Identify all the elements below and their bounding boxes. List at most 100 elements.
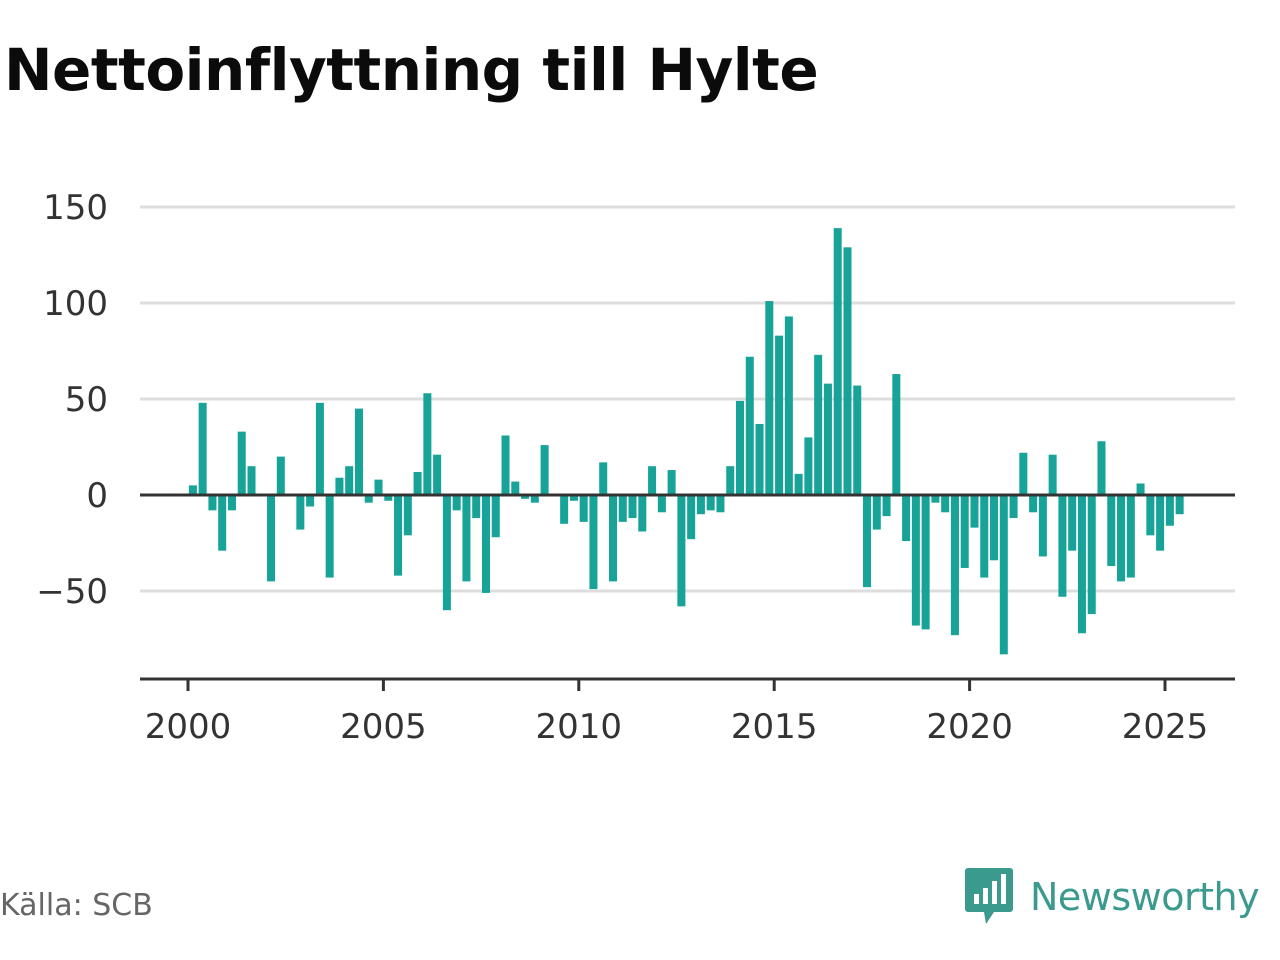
- bar: [403, 495, 412, 536]
- bar: [218, 495, 227, 551]
- bar: [794, 473, 803, 495]
- bar: [354, 408, 363, 495]
- bar: [1058, 495, 1067, 597]
- bar: [1009, 495, 1018, 519]
- y-tick-label: 150: [43, 188, 108, 228]
- bar: [687, 495, 696, 540]
- bar: [999, 495, 1008, 655]
- bar: [911, 495, 920, 626]
- bar: [462, 495, 471, 582]
- bar: [423, 393, 432, 495]
- bar: [1038, 495, 1047, 557]
- bar: [1068, 495, 1077, 551]
- bar: [755, 423, 764, 495]
- bar: [1136, 483, 1145, 495]
- bar-chart: 150 100 50 0 −50 2000 2005 2010 2015 2020 2025: [36, 188, 1235, 747]
- bar: [628, 495, 637, 519]
- bar: [775, 335, 784, 495]
- bar: [481, 495, 490, 593]
- y-tick-label: 50: [65, 380, 108, 420]
- bar: [267, 495, 276, 582]
- bar: [765, 301, 774, 495]
- bar: [345, 466, 354, 495]
- bar: [716, 495, 725, 513]
- bar: [530, 495, 539, 503]
- bar: [491, 495, 500, 538]
- bar: [1097, 441, 1106, 495]
- y-tick-label: 100: [43, 284, 108, 324]
- bar: [1107, 495, 1116, 567]
- bar: [276, 456, 285, 495]
- bar: [306, 495, 315, 507]
- bar: [843, 247, 852, 495]
- chart-title: Nettoinflyttning till Hylte: [4, 36, 819, 104]
- bar: [726, 466, 735, 495]
- x-tick-label: 2020: [926, 707, 1013, 747]
- brand-logo[interactable]: Newsworthy: [964, 866, 1260, 928]
- bar: [384, 495, 393, 501]
- bar: [1156, 495, 1165, 551]
- axes: [140, 493, 1235, 691]
- bar: [1087, 495, 1096, 615]
- brand-name: Newsworthy: [1030, 875, 1260, 919]
- bar: [374, 479, 383, 495]
- bar: [931, 495, 940, 503]
- bar: [608, 495, 618, 582]
- bar: [941, 495, 950, 513]
- bar: [413, 471, 422, 495]
- bar: [433, 454, 442, 495]
- bar: [980, 495, 989, 578]
- y-tick-label: 0: [86, 476, 108, 516]
- bar: [667, 470, 676, 495]
- bar: [1165, 495, 1174, 526]
- source-note: Källa: SCB: [0, 888, 153, 923]
- bar: [208, 495, 217, 511]
- bar: [315, 402, 324, 495]
- bar: [657, 495, 666, 513]
- bar: [1126, 495, 1135, 578]
- bar: [638, 495, 647, 532]
- bar: [706, 495, 715, 511]
- bar: [648, 466, 657, 495]
- x-tick-label: 2010: [536, 707, 623, 747]
- bar: [902, 495, 911, 542]
- bar: [394, 495, 403, 576]
- bar: [296, 495, 305, 530]
- bar: [784, 316, 793, 495]
- newsworthy-logo-icon: [965, 868, 1013, 924]
- x-tick-label: 2015: [731, 707, 818, 747]
- bar: [1048, 454, 1057, 495]
- bar: [540, 445, 549, 495]
- bar: [990, 495, 999, 561]
- bar: [589, 495, 598, 590]
- bar: [735, 400, 745, 495]
- bar: [921, 495, 930, 630]
- bar: [892, 374, 901, 495]
- bar: [579, 495, 588, 522]
- bar: [472, 495, 481, 519]
- x-tick-labels: 2000 2005 2010 2015 2020 2025: [145, 707, 1209, 747]
- bar: [1019, 452, 1028, 495]
- bar: [452, 495, 461, 511]
- bar: [511, 481, 520, 495]
- bar: [198, 402, 207, 495]
- y-tick-labels: 150 100 50 0 −50: [36, 188, 108, 612]
- bar: [188, 485, 197, 495]
- bar: [745, 356, 754, 495]
- bar: [501, 435, 510, 495]
- bar: [599, 462, 608, 495]
- x-tick-label: 2005: [340, 707, 427, 747]
- bar: [882, 495, 891, 517]
- bar: [560, 495, 569, 524]
- bar: [237, 431, 246, 495]
- bar: [569, 495, 578, 501]
- bar: [804, 437, 813, 495]
- bar: [521, 495, 530, 499]
- bar: [1175, 495, 1184, 515]
- bar: [227, 495, 236, 511]
- bar: [618, 495, 627, 522]
- bar: [1029, 495, 1038, 513]
- x-tick-label: 2000: [145, 707, 232, 747]
- bar: [970, 495, 979, 528]
- bar: [950, 495, 959, 636]
